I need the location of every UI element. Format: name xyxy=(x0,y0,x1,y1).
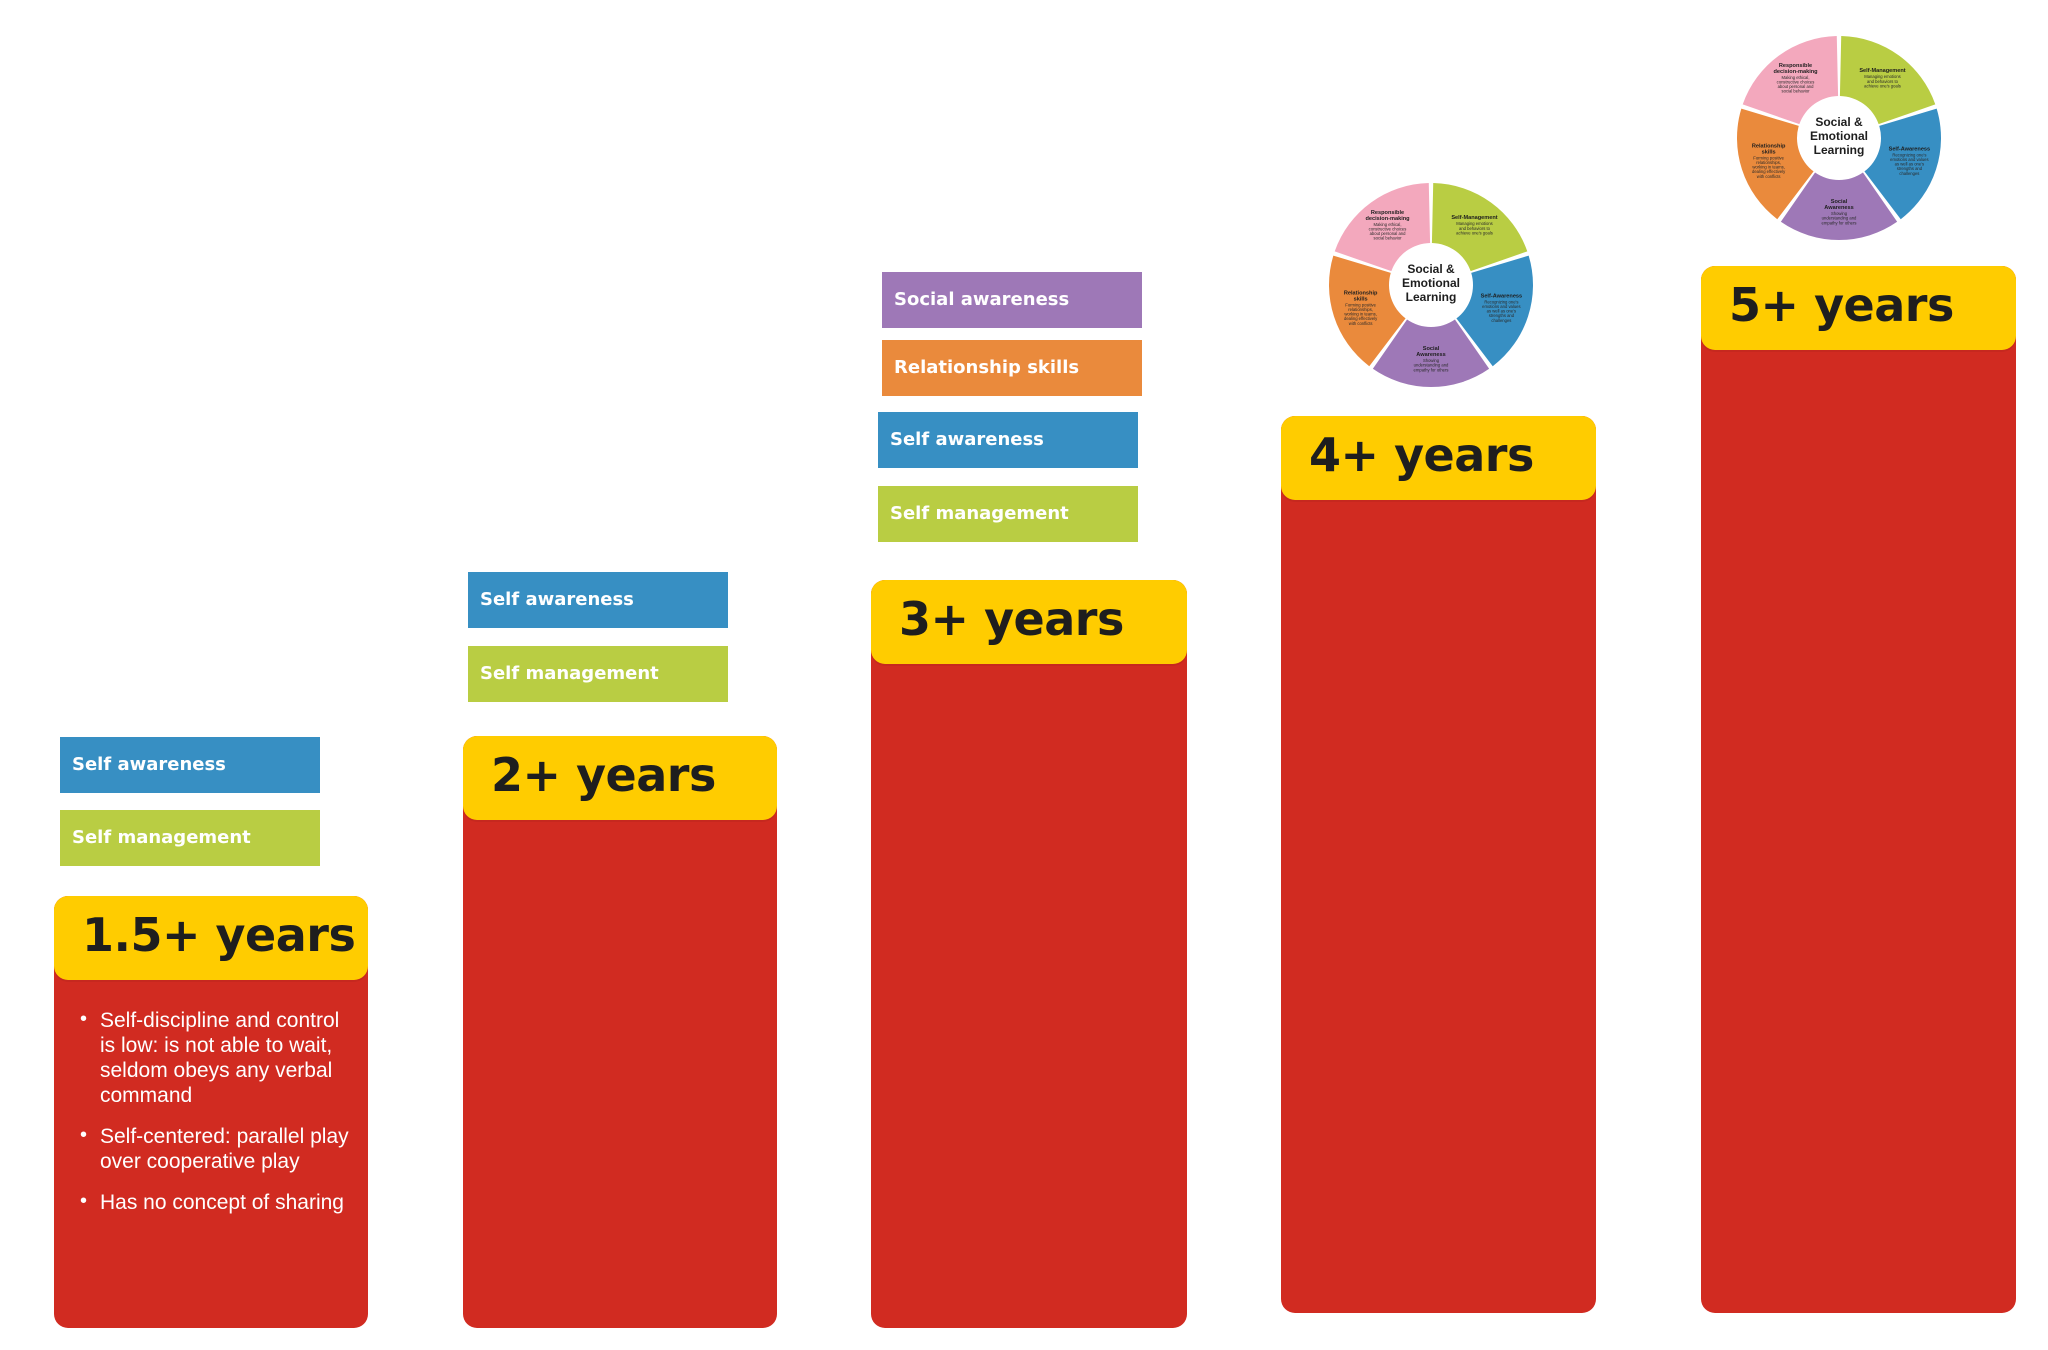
stage-description-list: Self-discipline and control is low: is n… xyxy=(80,1007,350,1231)
wheel-center xyxy=(1391,245,1471,325)
stage-header: 5+ years xyxy=(1701,266,2016,350)
stage-bar-2-years: 2+ years xyxy=(463,736,777,1328)
wheel-segment xyxy=(1780,172,1898,241)
stage-label: 2+ years xyxy=(491,748,716,802)
stage-bar-1-5-years: 1.5+ years Self-discipline and control i… xyxy=(54,896,368,1328)
stage-header: 2+ years xyxy=(463,736,777,820)
stage-header: 1.5+ years xyxy=(54,896,368,980)
list-item: Has no concept of sharing xyxy=(80,1189,350,1215)
stage-bar-4-years: 4+ years xyxy=(1281,416,1596,1313)
sel-wheel: Self-Management Managing emotions and beha… xyxy=(1737,36,1941,241)
list-item: Self-discipline and control is low: is n… xyxy=(80,1007,350,1108)
wheel-segment-label: Self-Awareness Recognizing one's emotions … xyxy=(1889,146,1931,175)
wheel-segment xyxy=(1329,255,1406,367)
wheel-center xyxy=(1799,98,1879,178)
wheel-segment xyxy=(1431,183,1528,272)
wheel-center-label: Social & Emotional Learning xyxy=(1810,115,1868,157)
sel-wheel: Self-Management Managing emotions and beha… xyxy=(1329,183,1533,387)
tag-self-awareness: Self awareness xyxy=(468,572,728,628)
wheel-segment-label: Self-Management Managing emotions and beha… xyxy=(1859,68,1905,88)
stage-label: 3+ years xyxy=(899,592,1124,646)
stage-label: 4+ years xyxy=(1309,428,1534,482)
tag-self-awareness: Self awareness xyxy=(878,412,1138,468)
wheel-segment-label: Social Awareness Showing understanding and e… xyxy=(1414,346,1449,372)
stage-bar-5-years: 5+ years xyxy=(1701,266,2016,1313)
wheel-center-label: Social & Emotional Learning xyxy=(1402,262,1460,304)
wheel-segment xyxy=(1839,36,1936,125)
tag-self-management: Self management xyxy=(468,646,728,702)
stage-header: 3+ years xyxy=(871,580,1187,664)
stage-label: 1.5+ years xyxy=(82,908,356,962)
tag-self-management: Self management xyxy=(60,810,320,866)
stage-header: 4+ years xyxy=(1281,416,1596,500)
wheel-segment-label: Relationship skills Forming positive relati… xyxy=(1752,143,1786,178)
wheel-segment-label: Responsible decision-making Making ethical… xyxy=(1365,210,1410,241)
wheel-segment-label: Self-Awareness Recognizing one's emotions … xyxy=(1481,293,1523,322)
wheel-segment-label: Social Awareness Showing understanding and e… xyxy=(1822,199,1857,225)
wheel-segment xyxy=(1456,255,1533,367)
wheel-segment xyxy=(1372,319,1490,387)
stage-bar-3-years: 3+ years xyxy=(871,580,1187,1328)
tag-social-awareness: Social awareness xyxy=(882,272,1142,328)
wheel-segment-label: Self-Management Managing emotions and beha… xyxy=(1451,215,1497,235)
wheel-segment-label: Relationship skills Forming positive relati… xyxy=(1344,290,1378,325)
wheel-segment xyxy=(1864,108,1941,220)
wheel-segment xyxy=(1334,183,1431,272)
tag-relationship-skills: Relationship skills xyxy=(882,340,1142,396)
list-item: Self-centered: parallel play over cooper… xyxy=(80,1123,350,1174)
tag-self-awareness: Self awareness xyxy=(60,737,320,793)
wheel-segment xyxy=(1742,36,1839,125)
tag-self-management: Self management xyxy=(878,486,1138,542)
wheel-segment xyxy=(1737,108,1814,220)
stage-label: 5+ years xyxy=(1729,278,1954,332)
wheel-segment-label: Responsible decision-making Making ethical… xyxy=(1773,63,1818,94)
